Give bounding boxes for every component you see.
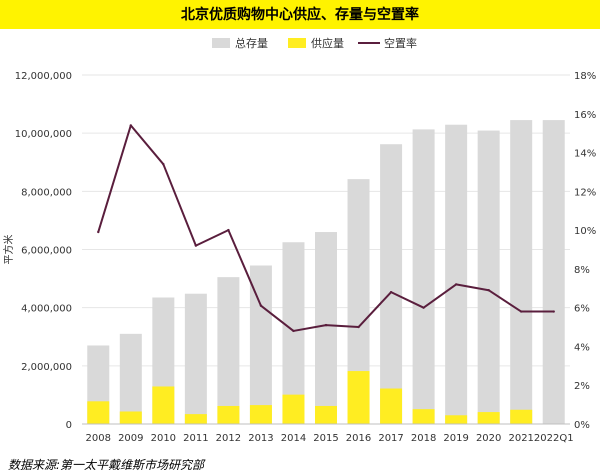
right-tick-label: 4% bbox=[574, 342, 590, 353]
right-tick-label: 16% bbox=[574, 110, 596, 121]
x-tick-label: 2021 bbox=[508, 433, 533, 444]
title-banner bbox=[0, 0, 600, 29]
supply-bar bbox=[412, 409, 435, 424]
total-stock-bar bbox=[380, 144, 403, 425]
x-tick-label: 2011 bbox=[183, 433, 208, 444]
x-tick-label: 2014 bbox=[281, 433, 306, 444]
legend-swatch-supply bbox=[288, 38, 306, 48]
supply-bar bbox=[445, 415, 468, 424]
right-tick-label: 2% bbox=[574, 381, 590, 392]
supply-bar bbox=[152, 386, 175, 424]
vacancy-rate-point bbox=[97, 230, 100, 234]
supply-bar bbox=[87, 401, 110, 424]
total-stock-bar bbox=[477, 130, 500, 424]
supply-bar bbox=[282, 394, 305, 424]
vacancy-rate-point bbox=[357, 325, 360, 329]
vacancy-rate-point bbox=[227, 228, 230, 232]
x-tick-label: 2020 bbox=[476, 433, 501, 444]
right-tick-label: 18% bbox=[574, 71, 596, 82]
total-stock-bar bbox=[347, 179, 370, 424]
supply-bar bbox=[380, 388, 403, 424]
vacancy-rate-point bbox=[162, 162, 165, 166]
total-stock-bar bbox=[184, 293, 207, 424]
total-stock-bar bbox=[412, 129, 435, 424]
x-tick-label: 2017 bbox=[378, 433, 403, 444]
x-tick-label: 2022Q1 bbox=[534, 433, 574, 444]
left-tick-label: 2,000,000 bbox=[21, 362, 72, 373]
legend-label-total-stock: 总存量 bbox=[235, 36, 268, 50]
right-tick-label: 6% bbox=[574, 304, 590, 315]
left-tick-label: 0 bbox=[66, 420, 72, 431]
y-axis-title: 平方米 bbox=[2, 235, 15, 265]
vacancy-rate-point bbox=[292, 329, 295, 333]
x-tick-label: 2010 bbox=[151, 433, 176, 444]
supply-bar bbox=[510, 409, 533, 424]
source-note: 数据来源:第一太平戴维斯市场研究部 bbox=[8, 458, 205, 472]
total-stock-bar bbox=[542, 120, 565, 425]
right-tick-label: 10% bbox=[574, 226, 596, 237]
x-tick-label: 2008 bbox=[86, 433, 111, 444]
total-stock-bar bbox=[445, 124, 468, 425]
right-tick-label: 14% bbox=[574, 149, 596, 160]
legend-label-supply: 供应量 bbox=[311, 36, 344, 50]
supply-bar bbox=[347, 371, 370, 424]
supply-bar bbox=[217, 405, 240, 424]
vacancy-rate-point bbox=[389, 290, 393, 294]
total-stock-bar bbox=[510, 120, 533, 425]
supply-bar bbox=[477, 412, 500, 424]
left-tick-label: 10,000,000 bbox=[15, 129, 72, 140]
left-tick-label: 12,000,000 bbox=[15, 71, 72, 82]
supply-bar bbox=[249, 405, 272, 424]
right-tick-label: 12% bbox=[574, 187, 596, 198]
vacancy-rate-point bbox=[422, 306, 425, 309]
x-tick-label: 2019 bbox=[443, 433, 468, 444]
total-stock-bar bbox=[315, 232, 337, 424]
total-stock-bar bbox=[282, 242, 305, 424]
left-tick-label: 4,000,000 bbox=[21, 304, 72, 315]
vacancy-rate-point bbox=[194, 244, 198, 247]
vacancy-rate-point bbox=[129, 124, 132, 127]
vacancy-rate-point bbox=[552, 310, 555, 313]
legend-swatch-total-stock bbox=[212, 38, 230, 48]
x-tick-label: 2012 bbox=[216, 433, 241, 444]
x-tick-label: 2009 bbox=[118, 433, 143, 444]
chart-title: 北京优质购物中心供应、存量与空置率 bbox=[181, 7, 419, 23]
right-tick-label: 0% bbox=[574, 420, 590, 431]
supply-bar bbox=[119, 411, 142, 424]
supply-bar bbox=[184, 414, 207, 424]
right-tick-label: 8% bbox=[574, 265, 590, 276]
x-tick-label: 2018 bbox=[411, 433, 436, 444]
left-tick-label: 6,000,000 bbox=[21, 246, 72, 257]
total-stock-bar bbox=[249, 265, 272, 424]
x-tick-label: 2013 bbox=[248, 433, 273, 444]
vacancy-rate-point bbox=[520, 310, 523, 313]
total-stock-bar bbox=[217, 277, 240, 424]
x-tick-label: 2015 bbox=[313, 433, 338, 444]
vacancy-rate-point bbox=[324, 323, 328, 327]
left-tick-label: 8,000,000 bbox=[21, 187, 72, 198]
vacancy-rate-point bbox=[487, 289, 490, 292]
total-stock-bar bbox=[119, 333, 142, 424]
x-tick-label: 2016 bbox=[346, 433, 371, 444]
legend-label-vacancy-rate: 空置率 bbox=[384, 36, 417, 50]
vacancy-rate-point bbox=[259, 304, 263, 307]
vacancy-rate-point bbox=[454, 283, 458, 286]
supply-bar bbox=[315, 405, 337, 424]
